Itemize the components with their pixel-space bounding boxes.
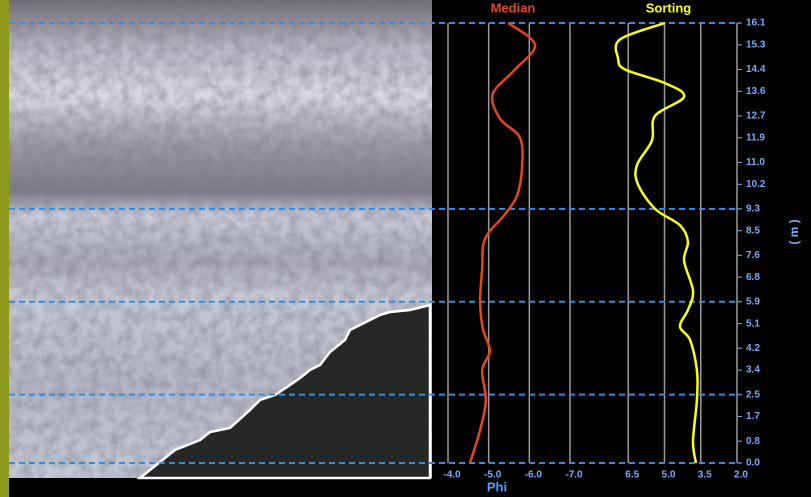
x-tick-label: -4.0 <box>443 470 461 481</box>
y-tick-label: 1.7 <box>746 411 760 422</box>
profile-line <box>468 21 537 464</box>
y-tick-label: 16.1 <box>746 18 766 29</box>
y-tick-label: 0.8 <box>746 436 760 447</box>
y-tick-label: 8.5 <box>746 225 760 236</box>
y-tick-label: 11.0 <box>746 157 765 168</box>
y-tick-label: 12.7 <box>746 111 766 122</box>
series-title: Median <box>491 0 536 15</box>
x-tick-label: 6.5 <box>625 470 639 481</box>
scree-profile <box>136 303 432 480</box>
x-tick-label: 5.0 <box>662 470 676 481</box>
y-tick-label: 7.6 <box>746 250 760 261</box>
series-title: Sorting <box>646 0 692 15</box>
y-tick-label: 4.2 <box>746 343 760 354</box>
y-tick-label: 5.1 <box>746 318 760 329</box>
y-tick-label: 11.9 <box>746 132 765 143</box>
frame-border <box>0 0 9 497</box>
y-tick-label: 10.2 <box>746 179 766 190</box>
y-tick-label: 6.8 <box>746 272 760 283</box>
x-axis-label: Phi <box>487 479 507 494</box>
y-tick-label: 15.3 <box>746 40 766 51</box>
y-tick-label: 2.5 <box>746 389 760 400</box>
y-tick-label: 13.6 <box>746 86 766 97</box>
x-tick-label: 2.0 <box>734 470 748 481</box>
y-tick-label: 3.4 <box>746 365 760 376</box>
y-tick-label: 5.9 <box>746 296 760 307</box>
y-tick-label: 0.0 <box>746 458 760 469</box>
y-tick-label: 14.4 <box>746 64 766 75</box>
x-tick-label: -6.0 <box>525 470 543 481</box>
x-tick-label: -5.0 <box>484 470 502 481</box>
y-axis-label: ( m ) <box>787 219 801 244</box>
y-tick-label: 9.3 <box>746 203 760 214</box>
x-tick-label: -7.0 <box>565 470 583 481</box>
profile-line <box>614 21 699 464</box>
x-tick-label: 3.5 <box>698 470 712 481</box>
